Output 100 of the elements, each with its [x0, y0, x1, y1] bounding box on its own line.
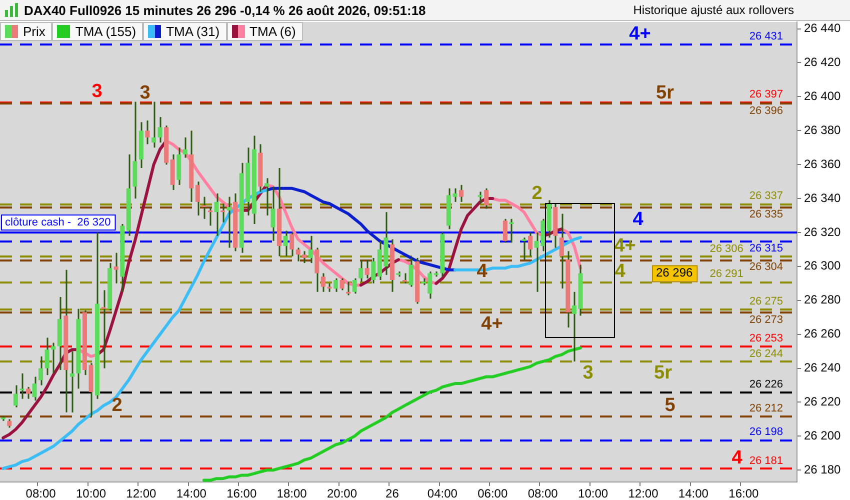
chart-title: DAX40 Full0926 15 minutes 26 296 -0,14 % 26 août 2026, 09:51:18: [24, 2, 426, 20]
candlestick: [145, 120, 150, 145]
ref-line-label: 26 304: [749, 261, 783, 274]
annotation: 3: [140, 82, 150, 104]
annotation: 5: [664, 395, 676, 416]
ref-line-label: 26 275: [749, 295, 783, 308]
legend-label: TMA (155): [75, 24, 136, 39]
x-tick-label: 14:00: [176, 486, 207, 500]
annotation: 2: [532, 182, 542, 204]
legend-label: TMA (6): [250, 24, 296, 39]
candlestick: [13, 384, 18, 408]
candlestick: [478, 190, 482, 204]
annotation: 26 296: [656, 266, 694, 280]
y-tick-label: 26 440: [804, 21, 842, 36]
candlestick: [528, 232, 533, 257]
ref-line-label: 26 198: [749, 426, 783, 438]
ref-line-label: 26 291: [710, 268, 744, 280]
x-tick-label: 14:00: [678, 486, 709, 500]
candlestick: [214, 192, 219, 237]
ref-line-label: 26 315: [749, 242, 783, 254]
annotation: 5r: [656, 82, 675, 104]
y-tick-label: 26 220: [804, 394, 842, 409]
candlestick: [283, 230, 288, 257]
ref-line-label: 26 431: [749, 30, 783, 43]
candlestick: [195, 180, 200, 216]
candlestick: [51, 342, 56, 374]
candlestick: [308, 235, 313, 264]
x-tick-label: 10:00: [578, 486, 608, 500]
candlestick: [158, 116, 162, 144]
x-tick-label: 06:00: [478, 486, 508, 500]
x-tick-label: 08:00: [26, 486, 56, 500]
x-tick-label: 26: [386, 486, 400, 500]
y-tick-label: 26 280: [804, 292, 842, 307]
x-tick-label: 18:00: [276, 486, 308, 500]
candlestick: [320, 272, 326, 293]
y-tick-label: 26 340: [804, 190, 842, 205]
y-tick-label: 26 180: [804, 462, 842, 476]
text: Historique ajusté aux rollovers: [633, 2, 794, 19]
ref-line-label: 26 253: [749, 332, 783, 345]
candlestick: [296, 247, 300, 262]
ref-line-label: 26 397: [749, 88, 783, 100]
y-tick-label: 26 260: [804, 326, 842, 341]
annotation: 4+: [614, 235, 636, 256]
legend-label: TMA (31): [166, 24, 220, 39]
candlestick: [270, 186, 276, 242]
candlestick: [26, 386, 30, 400]
candlestick: [340, 278, 344, 291]
candlestick: [151, 101, 156, 148]
ref-line-label: 26 335: [749, 208, 783, 221]
y-tick-label: 26 420: [804, 55, 842, 70]
x-tick-label: 10:00: [76, 486, 106, 500]
y-tick-label: 26 400: [804, 89, 842, 103]
ref-line-label: 26 181: [749, 454, 783, 467]
candlestick: [70, 350, 74, 414]
candlestick: [408, 257, 414, 288]
candlestick: [32, 376, 37, 402]
ref-line-label: 26 306: [710, 242, 744, 255]
candlestick: [364, 258, 370, 280]
candlestick: [290, 232, 294, 257]
x-tick-label: 12:00: [628, 486, 659, 500]
ref-line-label: 26 396: [749, 105, 783, 118]
annotation: 4: [614, 260, 626, 282]
x-tick-label: 16:00: [728, 486, 759, 500]
annotation: 4+: [629, 23, 651, 44]
y-tick-label: 26 200: [804, 428, 842, 442]
candlestick: [44, 336, 50, 376]
y-tick-label: 26 240: [804, 360, 842, 375]
annotation: 4: [732, 448, 743, 469]
y-tick-label: 26 360: [804, 156, 842, 171]
candlestick: [314, 247, 320, 293]
annotation: 5r: [654, 362, 673, 384]
y-tick-label: 26 300: [804, 258, 842, 273]
annotation: 4+: [481, 313, 503, 334]
x-tick-label: 12:00: [126, 486, 157, 500]
candlestick: [182, 136, 188, 159]
candlestick: [458, 184, 464, 203]
ref-line-label: 26 337: [749, 190, 783, 202]
ref-line-label: 26 226: [749, 378, 783, 391]
y-tick-label: 26 380: [804, 122, 842, 137]
ref-line-label: clôture cash - 26 320: [5, 216, 111, 229]
candlestick: [502, 218, 508, 244]
annotation: 2: [112, 395, 122, 416]
y-tick-label: 26 320: [804, 224, 842, 239]
x-tick-label: 16:00: [226, 486, 257, 500]
candlestick: [358, 258, 364, 282]
candlestick: [226, 196, 232, 249]
candlestick: [371, 257, 376, 284]
annotation: 4: [632, 209, 644, 230]
x-tick-label: 04:00: [427, 486, 458, 500]
x-tick-label: 20:00: [327, 486, 358, 500]
annotation: 3: [92, 81, 102, 102]
candlestick: [484, 188, 489, 210]
x-tick-label: 08:00: [528, 486, 558, 500]
candlestick: [101, 289, 106, 370]
ref-line-label: 26 212: [749, 402, 783, 414]
candlestick: [20, 372, 24, 400]
ref-line-label: 26 273: [749, 314, 783, 326]
candlestick: [38, 356, 44, 386]
candlestick: [333, 278, 338, 293]
annotation: 3: [582, 362, 594, 384]
